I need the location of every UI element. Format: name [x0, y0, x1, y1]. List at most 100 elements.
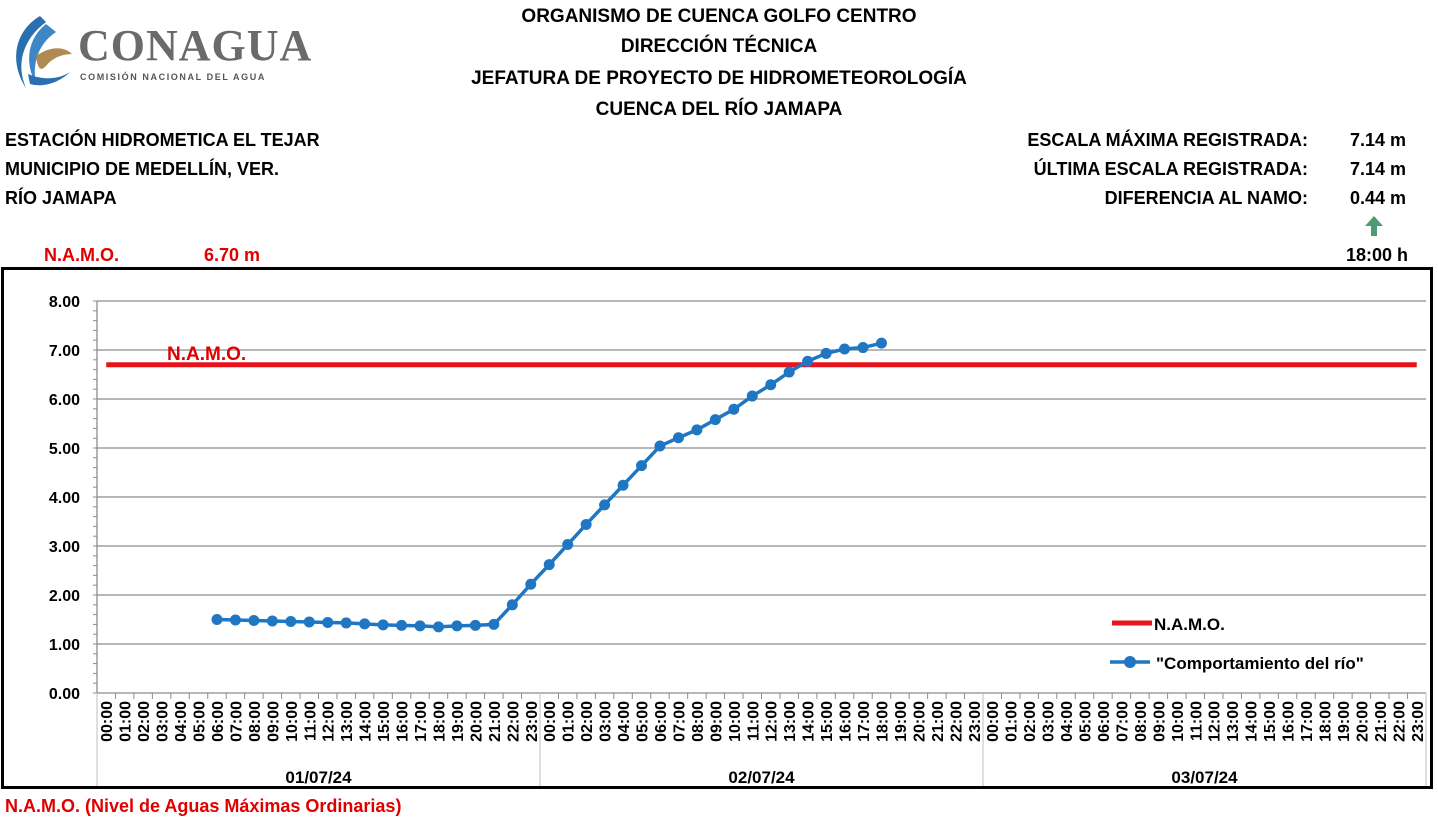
header-line-1: ORGANISMO DE CUENCA GOLFO CENTRO: [521, 6, 917, 27]
river-point: [709, 414, 721, 426]
river-point: [414, 620, 426, 632]
namo-label: N.A.M.O.: [44, 245, 119, 265]
legend-river-marker: [1124, 656, 1136, 668]
x-tick-label: 22:00: [1391, 701, 1408, 742]
x-tick-label: 19:00: [1336, 701, 1353, 742]
x-tick-label: 22:00: [948, 701, 965, 742]
legend-namo-label: N.A.M.O.: [1154, 615, 1225, 634]
x-tick-label: 10:00: [727, 701, 744, 742]
namo-annotation: N.A.M.O.: [167, 344, 246, 365]
x-tick-label: 02:00: [136, 701, 153, 742]
y-tick-label: 3.00: [49, 539, 80, 556]
x-tick-label: 11:00: [1188, 701, 1205, 741]
river-point: [488, 618, 500, 630]
namo-value: 6.70 m: [204, 245, 261, 265]
x-tick-label: 06:00: [1096, 701, 1113, 742]
river-point: [728, 403, 740, 415]
eagle-icon: [16, 16, 72, 88]
x-tick-label: 08:00: [690, 701, 707, 742]
y-tick-label: 8.00: [49, 294, 80, 311]
river-point: [783, 366, 795, 378]
river-point: [746, 390, 758, 402]
x-tick-label: 12:00: [1207, 701, 1224, 742]
x-tick-label: 03:00: [155, 701, 172, 742]
river-point: [617, 479, 629, 491]
conagua-logo: CONAGUA COMISIÓN NACIONAL DEL AGUA: [6, 10, 326, 96]
river-point: [802, 355, 814, 367]
x-tick-label: 21:00: [930, 701, 947, 742]
x-tick-label: 09:00: [1151, 701, 1168, 742]
x-tick-label: 19:00: [893, 701, 910, 742]
chart-frame: 0.00 1.00 2.00 3.00 4.00 5.00 6.00 7.00 8.00 00:…: [1, 267, 1433, 789]
x-tick-label: 03:00: [1041, 701, 1058, 742]
x-tick-label: 23:00: [1410, 701, 1427, 742]
x-tick-label: 16:00: [838, 701, 855, 742]
river-point: [377, 619, 389, 631]
x-tick-label: 10:00: [284, 701, 301, 742]
x-tick-label: 06:00: [653, 701, 670, 742]
y-tick-label: 4.00: [49, 490, 80, 507]
logo-text: CONAGUA: [78, 21, 313, 70]
x-tick-label: 07:00: [228, 701, 245, 742]
river-point: [211, 614, 223, 625]
logo-subtitle: COMISIÓN NACIONAL DEL AGUA: [80, 72, 266, 82]
x-tick-label: 15:00: [819, 701, 836, 742]
x-tick-label: 16:00: [1281, 701, 1298, 742]
river-point: [580, 518, 592, 530]
river-point: [839, 343, 851, 355]
x-tick-label: 13:00: [1225, 701, 1242, 742]
river-point: [248, 614, 260, 626]
chart-legend: N.A.M.O. "Comportamiento del río": [1110, 615, 1364, 673]
river-point: [359, 618, 371, 630]
river-point: [229, 614, 241, 626]
river-point: [599, 499, 611, 511]
x-tick-label: 20:00: [1354, 701, 1371, 742]
day-label: 03/07/24: [1171, 768, 1238, 786]
x-tick-label: 11:00: [745, 701, 762, 741]
x-tick-label: 03:00: [598, 701, 615, 742]
x-tick-label: 00:00: [985, 701, 1002, 742]
x-tick-label: 05:00: [192, 701, 209, 742]
x-tick-label: 17:00: [856, 701, 873, 742]
x-tick-label: 22:00: [505, 701, 522, 742]
x-tick-label: 14:00: [801, 701, 818, 742]
x-tick-label: 10:00: [1170, 701, 1187, 742]
header-line-3: JEFATURA DE PROYECTO DE HIDROMETEOROLOGÍ…: [471, 68, 967, 89]
x-axis: 00:00 01:00 02:00 03:00 04:00 05:00 06:00 07:00…: [96, 693, 1427, 788]
max-scale-label: ESCALA MÁXIMA REGISTRADA:: [1027, 130, 1308, 150]
river-line: [216, 341, 882, 629]
report-time: 18:00 h: [1345, 245, 1408, 265]
header-line-2: DIRECCIÓN TÉCNICA: [620, 36, 818, 57]
x-tick-label: 20:00: [468, 701, 485, 742]
y-axis: 0.00 1.00 2.00 3.00 4.00 5.00 6.00 7.00 8.00: [49, 294, 98, 703]
arrow-up-icon: [1363, 215, 1385, 242]
x-tick-label: 02:00: [579, 701, 596, 742]
river-point: [672, 432, 684, 444]
x-tick-label: 19:00: [450, 701, 467, 742]
river-point: [636, 460, 648, 472]
x-tick-label: 21:00: [1373, 701, 1390, 742]
river-point: [451, 620, 463, 632]
x-tick-label: 20:00: [911, 701, 928, 742]
river-point: [765, 379, 777, 391]
x-tick-label: 07:00: [671, 701, 688, 742]
x-tick-label: 06:00: [210, 701, 227, 742]
x-tick-label: 01:00: [1004, 701, 1021, 742]
last-scale-value: 7.14 m: [1349, 159, 1406, 179]
x-tick-label: 00:00: [99, 701, 116, 742]
x-tick-label: 14:00: [1244, 701, 1261, 742]
x-tick-label: 04:00: [1059, 701, 1076, 742]
station-name: ESTACIÓN HIDROMETICA EL TEJAR: [5, 130, 320, 150]
x-tick-label: 15:00: [376, 701, 393, 742]
x-tick-label: 00:00: [542, 701, 559, 742]
water-level-chart: 0.00 1.00 2.00 3.00 4.00 5.00 6.00 7.00 8.00 00:…: [49, 294, 1427, 788]
river-point: [525, 578, 537, 590]
x-tick-label: 05:00: [1078, 701, 1095, 742]
x-tick-label: 09:00: [265, 701, 282, 742]
chart-series: [106, 337, 1417, 633]
x-tick-label: 16:00: [395, 701, 412, 742]
x-tick-label: 15:00: [1262, 701, 1279, 742]
x-tick-label: 08:00: [247, 701, 264, 742]
x-tick-label: 12:00: [321, 701, 338, 742]
x-tick-label: 12:00: [764, 701, 781, 742]
